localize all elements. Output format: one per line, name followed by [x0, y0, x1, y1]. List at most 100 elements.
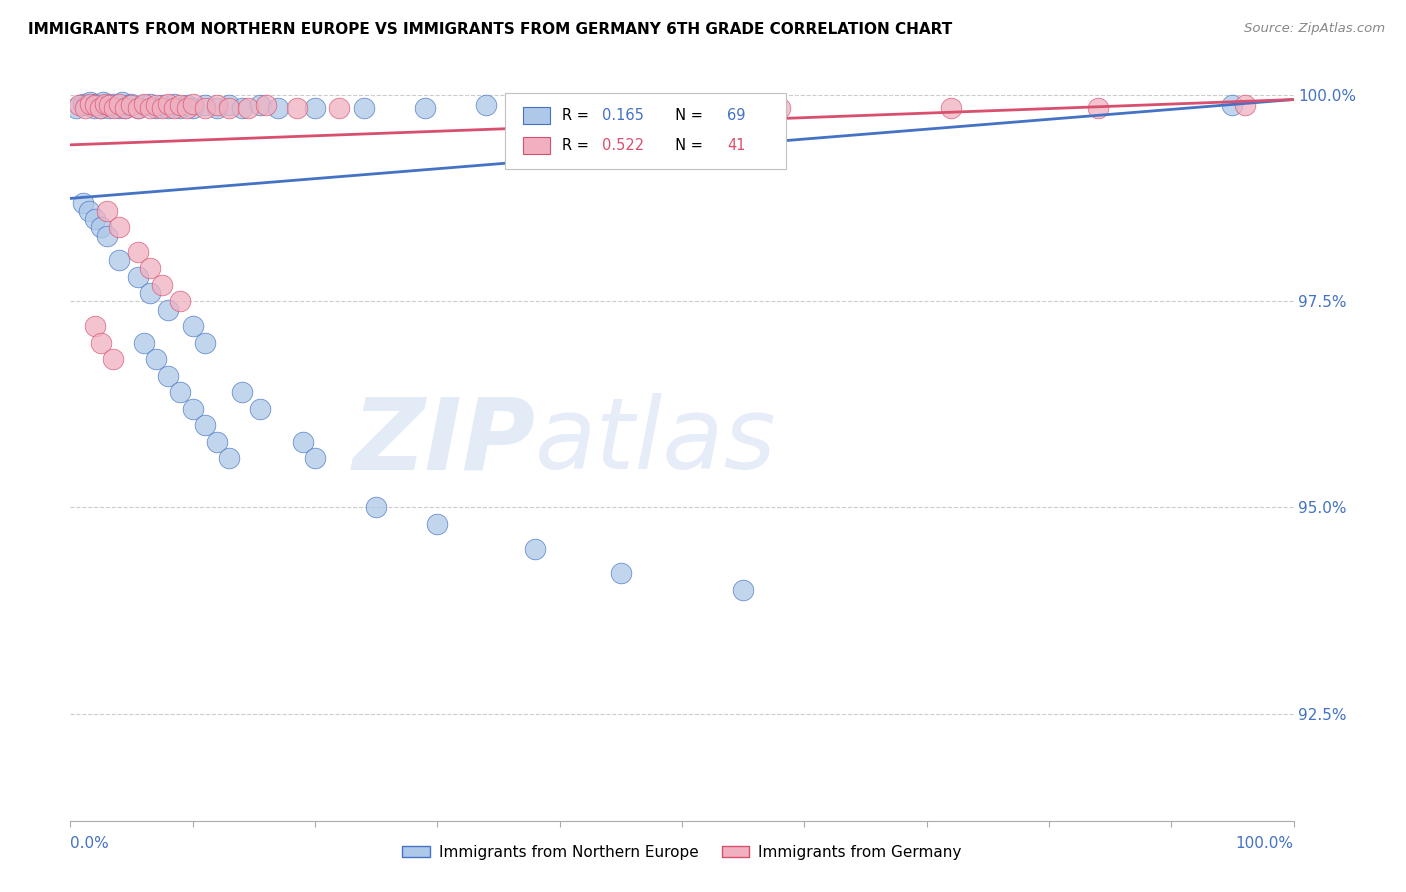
Point	[169, 385, 191, 400]
Point	[194, 98, 217, 112]
Point	[96, 228, 118, 243]
Point	[90, 220, 112, 235]
Text: N =: N =	[666, 108, 707, 123]
Bar	[523, 137, 550, 154]
Text: N =: N =	[666, 138, 707, 153]
Point	[132, 335, 155, 350]
Point	[145, 352, 167, 367]
Text: R =: R =	[562, 138, 593, 153]
Point	[86, 98, 108, 112]
Point	[169, 98, 191, 112]
Point	[744, 101, 766, 115]
Legend: Immigrants from Northern Europe, Immigrants from Germany: Immigrants from Northern Europe, Immigra…	[396, 838, 967, 866]
Point	[121, 98, 143, 112]
Point	[139, 101, 162, 115]
Point	[426, 516, 449, 531]
Point	[218, 101, 240, 115]
Point	[90, 335, 112, 350]
Point	[83, 96, 105, 111]
Point	[79, 96, 101, 111]
Point	[475, 98, 498, 112]
Point	[83, 101, 105, 115]
Point	[72, 96, 94, 111]
Text: 0.165: 0.165	[602, 108, 644, 123]
Point	[93, 96, 115, 111]
Point	[733, 582, 755, 597]
Point	[132, 98, 155, 112]
Point	[194, 335, 217, 350]
Point	[231, 385, 253, 400]
Point	[101, 352, 124, 367]
Point	[254, 98, 277, 112]
Point	[139, 96, 162, 111]
Point	[169, 294, 191, 309]
Point	[524, 541, 547, 556]
Point	[236, 101, 259, 115]
Point	[114, 101, 136, 115]
Point	[150, 101, 173, 115]
Point	[176, 101, 198, 115]
Text: Source: ZipAtlas.com: Source: ZipAtlas.com	[1244, 22, 1385, 36]
Point	[939, 101, 962, 115]
Point	[114, 101, 136, 115]
Point	[218, 450, 240, 465]
Point	[150, 98, 173, 112]
Point	[328, 101, 350, 115]
Point	[205, 98, 228, 112]
FancyBboxPatch shape	[505, 93, 786, 169]
Point	[83, 212, 105, 227]
Point	[157, 101, 180, 115]
Point	[75, 98, 97, 112]
Point	[267, 101, 290, 115]
Point	[127, 245, 149, 260]
Point	[83, 98, 105, 112]
Bar	[523, 107, 550, 124]
Point	[194, 101, 217, 115]
Point	[249, 98, 271, 112]
Point	[145, 98, 167, 112]
Text: 69: 69	[727, 108, 745, 123]
Point	[108, 96, 131, 111]
Point	[127, 101, 149, 115]
Text: ZIP: ZIP	[352, 393, 536, 490]
Point	[145, 101, 167, 115]
Point	[181, 319, 204, 334]
Point	[108, 253, 131, 268]
Point	[118, 98, 141, 112]
Point	[72, 195, 94, 210]
Text: R =: R =	[562, 108, 593, 123]
Point	[157, 368, 180, 383]
Point	[65, 101, 87, 115]
Point	[181, 401, 204, 416]
Point	[111, 95, 134, 109]
Point	[73, 101, 96, 115]
Point	[285, 101, 308, 115]
Text: 41: 41	[727, 138, 745, 153]
Point	[218, 98, 240, 112]
Point	[1233, 98, 1256, 112]
Point	[353, 101, 375, 115]
Point	[83, 319, 105, 334]
Point	[127, 101, 149, 115]
Point	[103, 101, 125, 115]
Point	[79, 95, 101, 109]
Point	[121, 96, 143, 111]
Point	[231, 101, 253, 115]
Text: 0.522: 0.522	[602, 138, 644, 153]
Point	[77, 203, 100, 218]
Point	[181, 101, 204, 115]
Point	[127, 269, 149, 284]
Point	[1087, 101, 1109, 115]
Point	[132, 96, 155, 111]
Point	[610, 566, 633, 581]
Point	[105, 98, 128, 112]
Point	[96, 98, 118, 112]
Point	[176, 98, 198, 112]
Point	[89, 101, 111, 115]
Point	[139, 286, 162, 301]
Point	[91, 95, 114, 109]
Point	[150, 277, 173, 292]
Point	[585, 101, 607, 115]
Point	[413, 101, 436, 115]
Point	[163, 101, 186, 115]
